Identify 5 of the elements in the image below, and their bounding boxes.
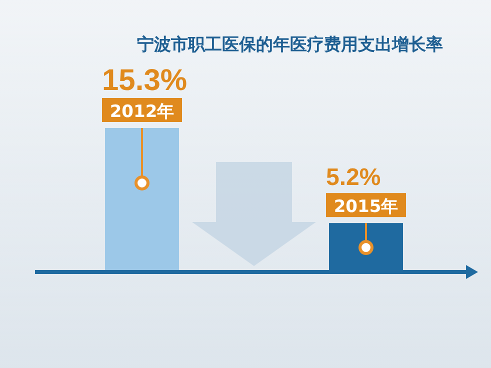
x-tick-label: 2015年 <box>334 197 398 218</box>
chart-title: 宁波市职工医保的年医疗费用支出增长率 <box>137 35 443 55</box>
data-label: 15.3% <box>102 64 188 97</box>
x-tick-label: 2012年 <box>110 102 174 122</box>
data-label: 5.2% <box>326 164 381 192</box>
